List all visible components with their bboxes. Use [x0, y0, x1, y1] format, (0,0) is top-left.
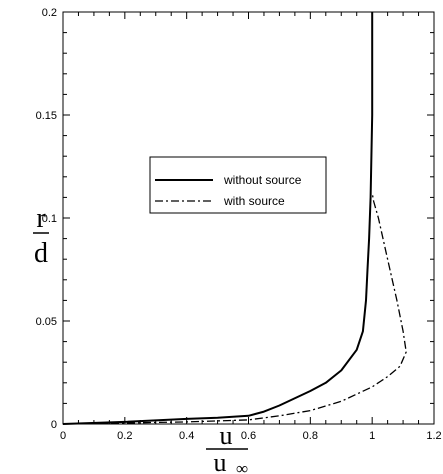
- x-tick-label: 0.2: [117, 430, 132, 442]
- x-tick-label: 0: [60, 430, 66, 442]
- x-tick-label: 0.4: [179, 430, 194, 442]
- y-tick-label: 0.1: [42, 213, 57, 225]
- y-axis-label-denominator: d: [34, 238, 48, 269]
- y-tick-label: 0.2: [42, 7, 57, 19]
- x-axis-label-denominator: u: [214, 448, 227, 474]
- legend-label-without-source: without source: [223, 173, 302, 187]
- x-tick-label: 1: [369, 430, 375, 442]
- y-tick-label: 0: [51, 419, 57, 431]
- y-tick-label: 0.05: [36, 316, 57, 328]
- legend-box: [149, 156, 327, 214]
- y-axis-label: r d: [33, 203, 49, 269]
- x-tick-label: 0.8: [303, 430, 318, 442]
- x-tick-label: 0.6: [241, 430, 256, 442]
- series-line-with-source: [62, 193, 407, 425]
- y-axis-label-numerator: r: [36, 203, 46, 234]
- x-axis-label-subscript: ∞: [236, 459, 248, 474]
- x-axis-label: u u ∞: [206, 421, 248, 474]
- axes: 0 0.05 0.1 0.15 0.2 0 0.2 0.4 0.6 0.8 1 1.2: [36, 7, 442, 442]
- legend-label-with-source: with source: [223, 194, 285, 208]
- y-tick-label: 0.15: [36, 110, 57, 122]
- x-axis-label-numerator: u: [220, 421, 233, 450]
- x-tick-label: 1.2: [426, 430, 441, 442]
- series-line-without-source: [62, 12, 374, 425]
- series-layer: [62, 12, 407, 425]
- legend: without source with source: [149, 156, 327, 214]
